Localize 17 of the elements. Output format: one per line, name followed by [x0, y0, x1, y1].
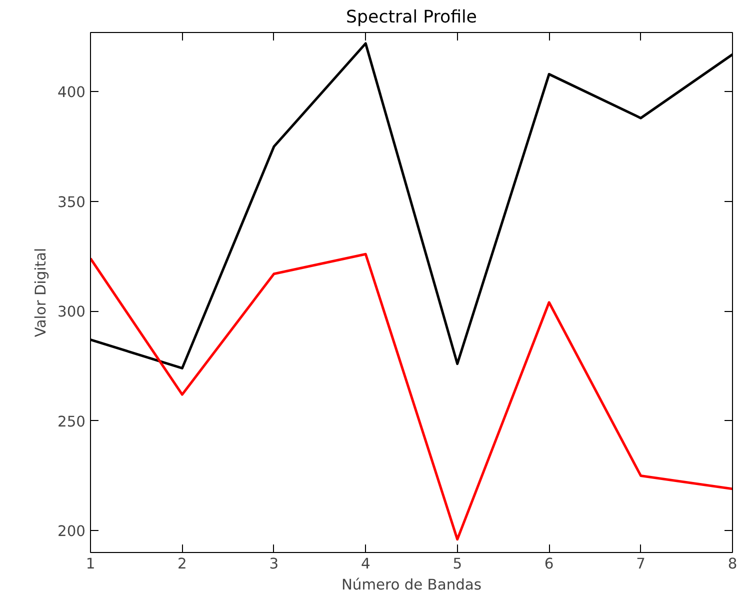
x-tick-label: 7	[636, 556, 646, 572]
y-axis-title: Valor Digital	[32, 248, 50, 338]
x-tick-label: 2	[178, 556, 187, 572]
y-tick-label: 300	[58, 304, 86, 321]
x-tick-label: 1	[86, 556, 96, 572]
x-tick-label: 8	[728, 556, 738, 572]
x-tick-label: 4	[360, 556, 370, 572]
y-tick-label: 200	[58, 523, 86, 540]
x-tick-label: 6	[544, 556, 554, 572]
y-tick-label: 400	[58, 84, 86, 102]
chart-title: Spectral Profile	[346, 8, 477, 28]
line-series	[90, 252, 732, 541]
x-tick-label: 5	[452, 556, 462, 572]
y-tick-label: 350	[58, 194, 86, 211]
x-axis-title: Número de Bandas	[341, 576, 482, 594]
x-tick-label: 3	[269, 556, 279, 572]
y-tick-label: 250	[58, 413, 86, 430]
